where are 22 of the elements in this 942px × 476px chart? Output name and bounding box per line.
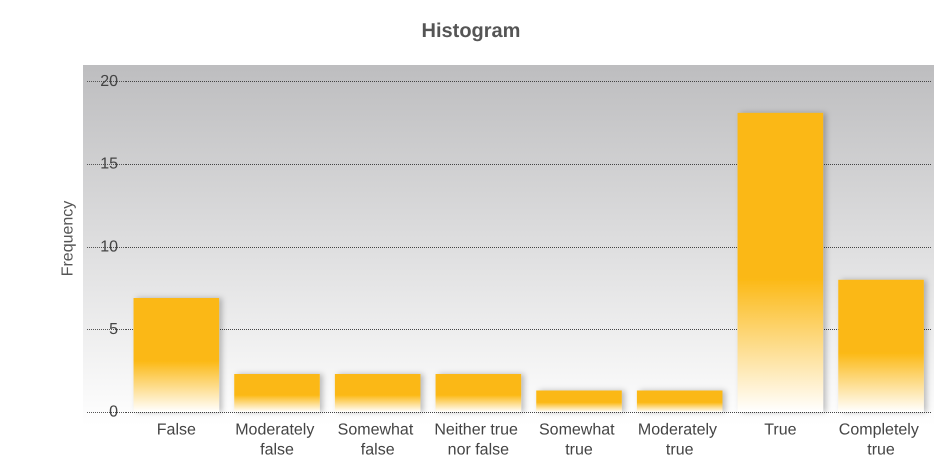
y-axis-title: Frequency bbox=[60, 200, 76, 276]
y-tick-label: 5 bbox=[109, 320, 118, 338]
x-tick-label: False bbox=[156, 422, 196, 438]
chart-title: Histogram bbox=[422, 20, 520, 42]
x-tick-label: Somewhat true bbox=[539, 422, 620, 458]
bar bbox=[134, 298, 220, 412]
bar bbox=[838, 280, 924, 412]
bar bbox=[636, 390, 722, 412]
y-tick-label: 15 bbox=[100, 156, 118, 173]
x-tick-label: Somewhat false bbox=[338, 422, 418, 458]
x-tick-label: Neither true nor false bbox=[434, 422, 522, 458]
x-tick-label: Moderately false bbox=[235, 422, 319, 458]
x-tick-label: Moderately true bbox=[638, 422, 722, 458]
x-tick-label: True bbox=[764, 422, 797, 438]
bar bbox=[334, 374, 420, 412]
y-tick-label: 20 bbox=[100, 73, 118, 90]
bar bbox=[536, 390, 622, 412]
x-tick-label: Completely true bbox=[838, 422, 924, 458]
bar bbox=[234, 374, 320, 412]
y-tick-label: 10 bbox=[100, 238, 118, 256]
y-tick-label: 0 bbox=[109, 404, 118, 420]
bar bbox=[436, 374, 522, 412]
